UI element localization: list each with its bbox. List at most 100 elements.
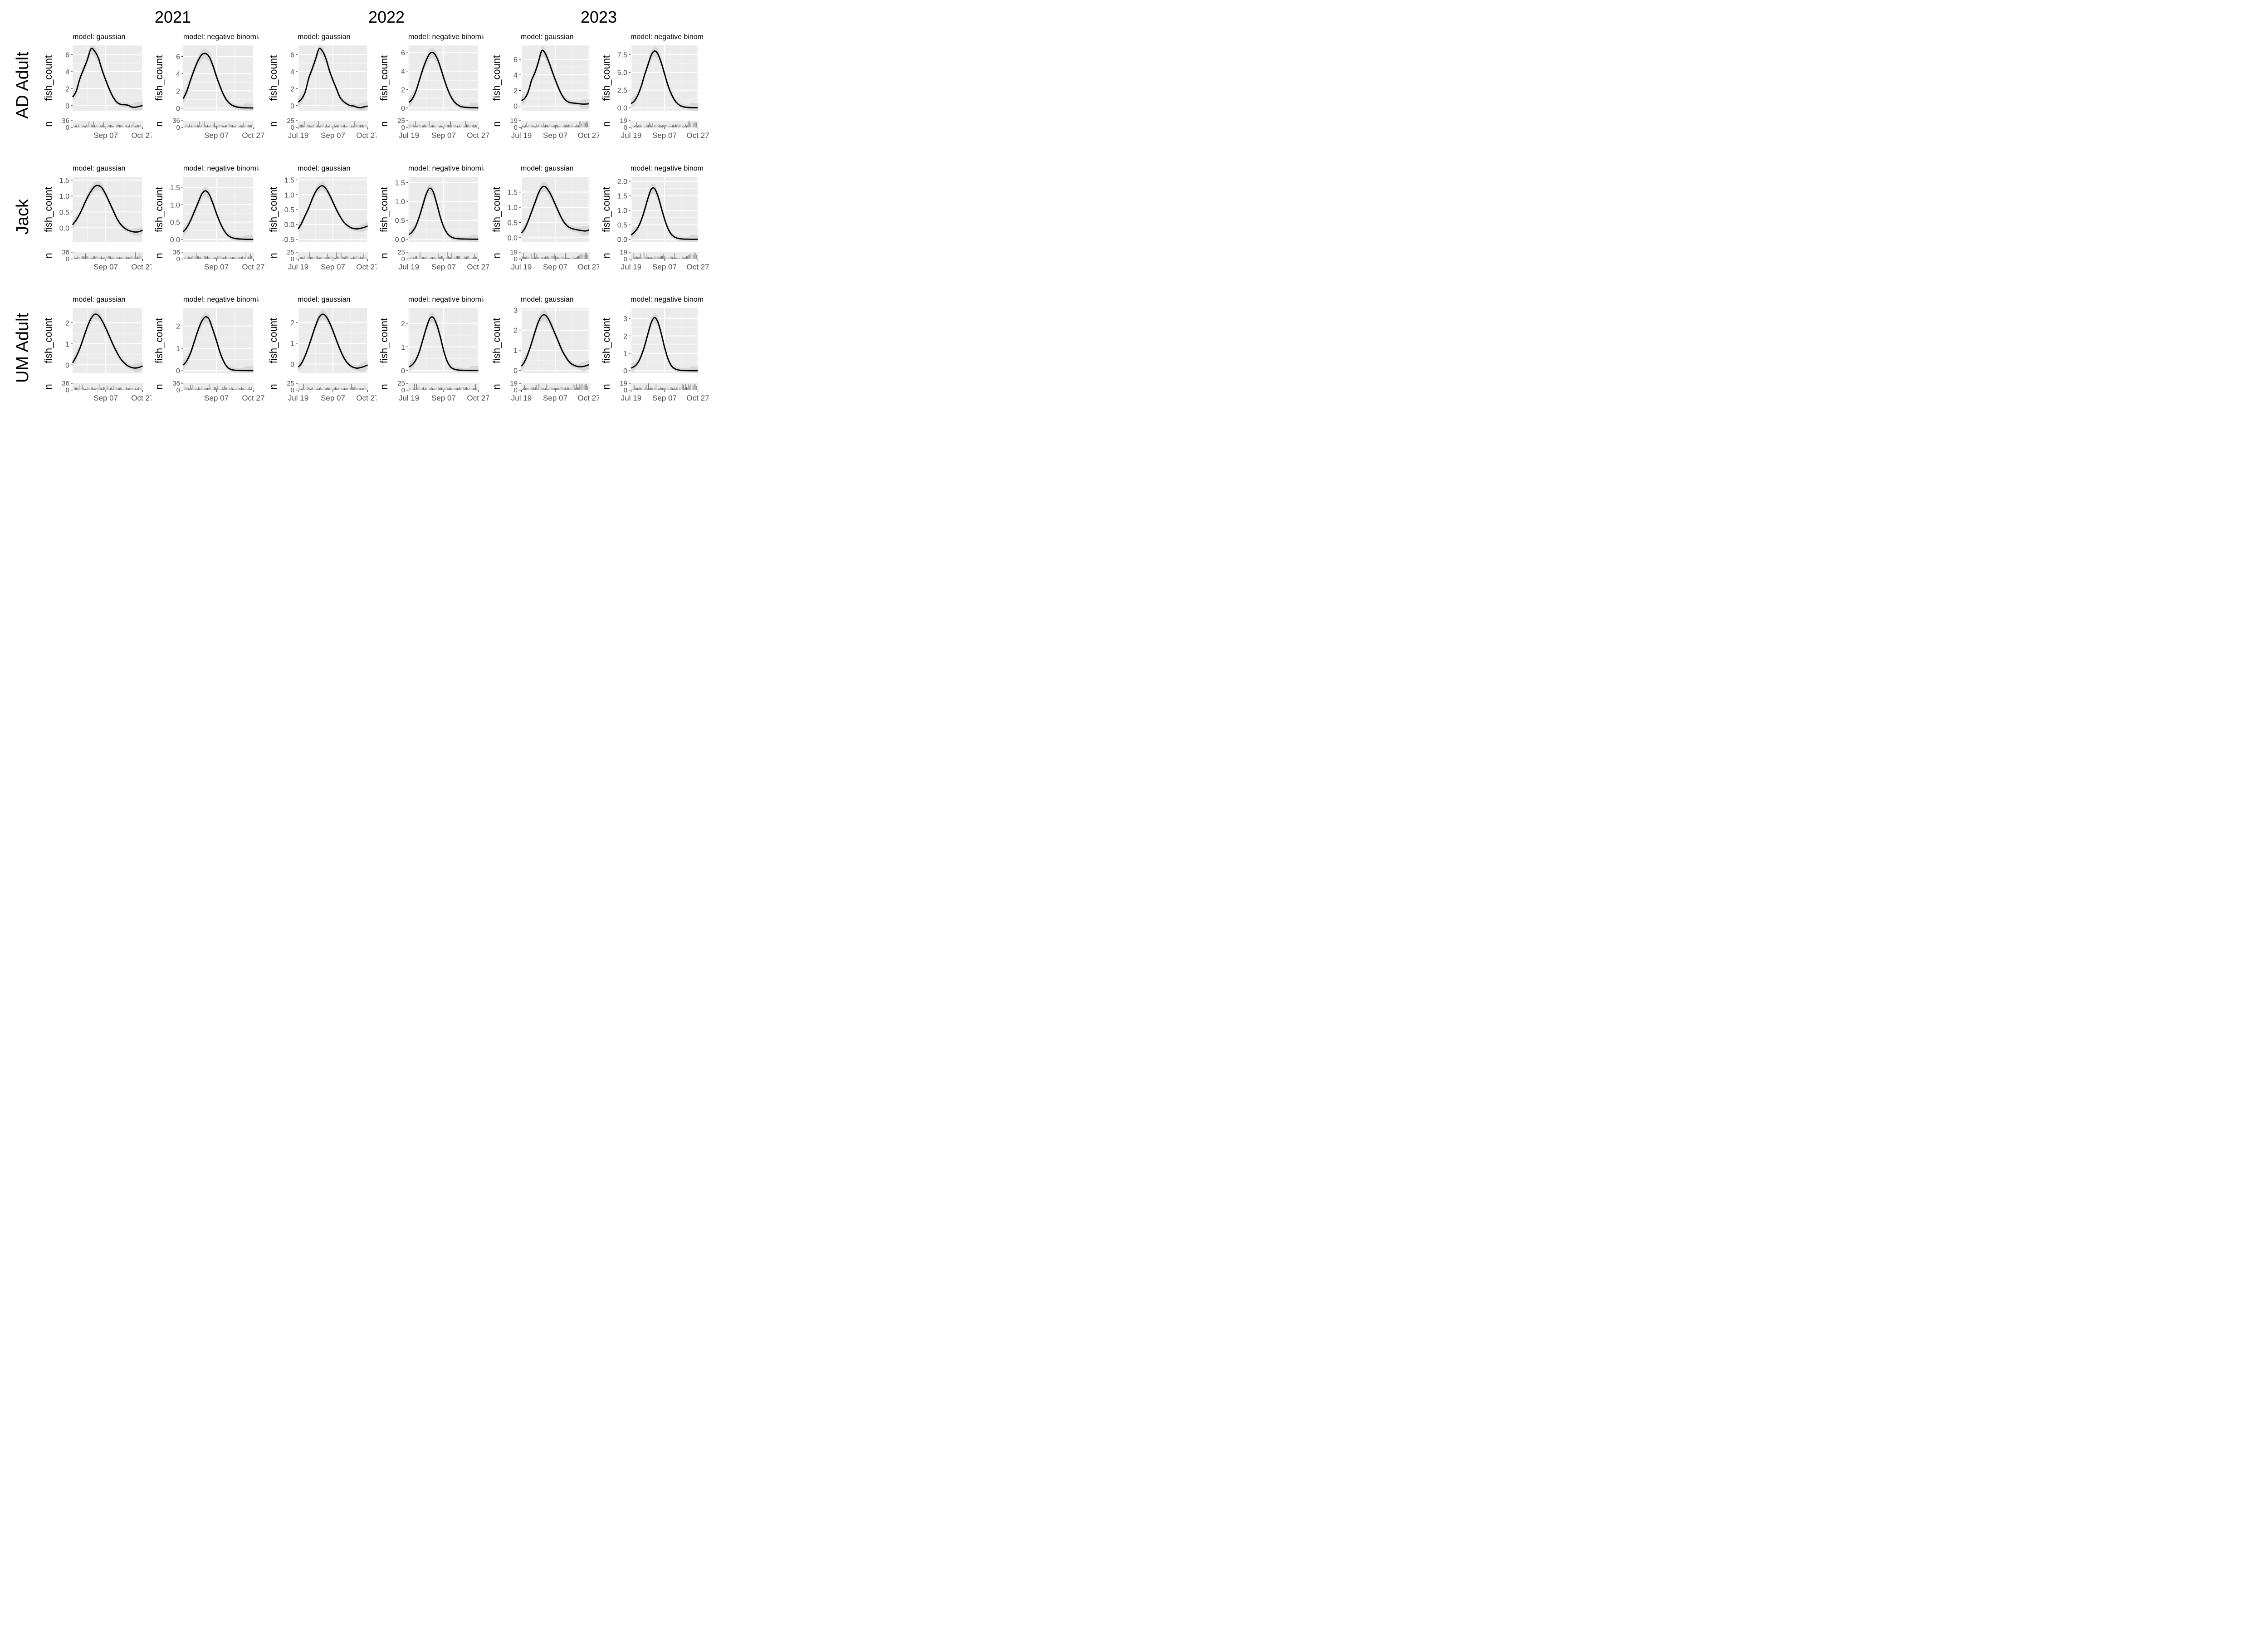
panel-jack-2021-negative-binomial: model: negative binomial 0.0 0.5 1.0 1.5 fish… [153,165,264,271]
hist-bar [303,258,304,259]
hist-bar [689,254,690,259]
hist-bar [215,387,216,390]
hist-tick-label: 0 [624,124,627,132]
hist-bar [675,124,676,127]
hist-bar [78,388,79,390]
row-label-um-adult: UM Adult [13,313,32,383]
hist-bar [195,389,196,390]
hist-bar [429,388,430,390]
hist-bar [225,256,226,259]
hist-bar [110,388,111,390]
hist-bar [425,387,426,390]
hist-bar [94,125,95,127]
hist-background [408,252,479,259]
hist-bar [648,125,649,127]
hist-bar [432,125,433,127]
hist-bar [545,256,546,259]
hist-bar [448,125,449,127]
y-axis-title: fish_count [491,187,502,232]
hist-bar [673,124,674,127]
hist-bar [566,257,567,259]
hist-bar [440,125,441,127]
hist-bar [542,388,543,390]
hist-bar [362,257,363,259]
hist-bar [235,257,236,259]
hist-tick-label: 25 [397,117,405,125]
hist-bar [103,387,104,390]
y-tick-label: 3 [623,315,627,323]
x-tick-label: Oct 27 [356,263,379,271]
y-tick-label: 0 [513,367,518,375]
hist-bar [327,387,328,390]
hist-bar [328,126,329,127]
hist-bar [326,388,327,390]
hist-background [183,121,254,127]
hist-bar [414,258,415,259]
hist-bar [431,257,432,259]
hist-bar [696,122,697,127]
hist-bar [547,124,548,127]
y-tick-label: 0 [401,367,405,375]
fitted-curve [298,48,368,108]
hist-bar [91,257,92,259]
hist-bar [100,125,101,127]
hist-bar [525,387,526,390]
hist-bar [248,256,249,259]
hist-bar [556,388,557,390]
hist-bar [338,125,339,127]
x-tick-label: Sep 07 [652,263,677,271]
x-tick-label: Oct 27 [577,263,600,271]
hist-axis-title: n [268,121,279,127]
hist-bar [250,389,251,390]
x-tick-label: Jul 19 [621,394,641,402]
confidence-band [521,310,589,372]
x-tick-label: Jul 19 [288,394,308,402]
y-tick-label: 2 [401,86,405,94]
confidence-band [631,313,698,373]
hist-tick-label: 0 [624,386,627,394]
confidence-band [298,45,368,111]
hist-bar [458,256,459,259]
hist-bar [556,124,557,127]
hist-bar [647,125,648,127]
hist-bar [78,124,79,127]
hist-bar [650,124,651,127]
hist-bar [303,383,304,390]
hist-bar [200,388,201,390]
x-tick-label: Jul 19 [288,263,308,271]
hist-bar [415,121,416,127]
x-tick-label: Sep 07 [321,131,345,140]
hist-axis-title: n [153,384,165,389]
hist-bar [207,256,208,259]
hist-bar [328,388,329,390]
hist-bar [325,388,326,390]
hist-bar [662,388,663,390]
hist-bar [458,126,459,127]
hist-bar [634,257,635,259]
hist-bar [473,388,474,390]
hist-bar [669,258,670,259]
y-tick-label: 4 [513,72,518,79]
hist-bar [638,125,639,127]
hist-tick-label: 0 [514,386,518,394]
hist-bar [651,388,652,390]
hist-bar [233,257,234,259]
x-tick-label: Sep 07 [431,394,456,402]
hist-bar [648,383,649,390]
hist-bar [558,257,559,259]
hist-bar [638,257,639,259]
hist-bar [351,384,352,390]
hist-tick-label: 19 [620,117,627,125]
y-axis-title: fish_count [378,187,390,232]
x-tick-label: Oct 27 [242,131,264,140]
hist-bar [338,257,339,259]
x-tick-label: Sep 07 [93,131,118,140]
hist-bar [317,256,318,259]
y-tick-label: 0 [290,361,294,368]
hist-bar [242,256,243,259]
hist-bar [556,257,557,259]
y-tick-label: 2 [401,320,405,328]
hist-bar [119,388,120,390]
hist-tick-label: 0 [176,386,180,394]
hist-bar [85,253,86,259]
